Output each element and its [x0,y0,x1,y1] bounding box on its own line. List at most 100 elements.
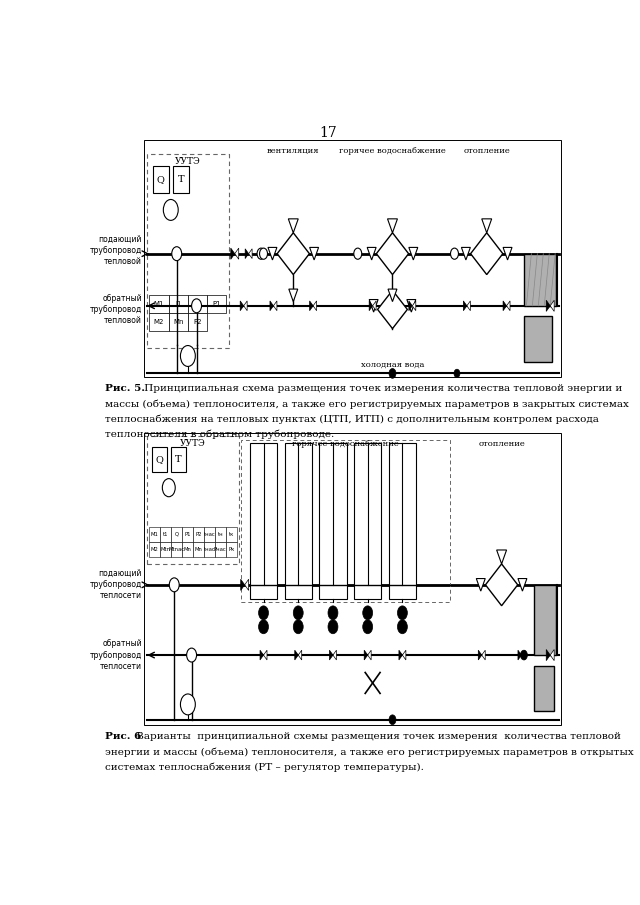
Text: Принципиальная схема размещения точек измерения количества тепловой энергии и: Принципиальная схема размещения точек из… [141,384,622,393]
Polygon shape [364,650,368,660]
Circle shape [328,605,338,620]
Polygon shape [507,301,510,310]
Bar [388,443,416,599]
Polygon shape [388,219,397,233]
Text: M2: M2 [154,319,164,325]
Text: отопление: отопление [463,147,510,155]
Bar [171,527,182,542]
Polygon shape [470,233,503,274]
Text: t1: t1 [163,532,168,537]
Circle shape [293,620,303,634]
Text: подающий
трубопровод
теплосети: подающий трубопровод теплосети [90,569,142,600]
Polygon shape [409,247,418,260]
Text: T: T [175,455,182,464]
Bar [147,436,239,565]
Circle shape [187,648,196,662]
Circle shape [520,650,527,660]
Circle shape [389,368,396,378]
Polygon shape [245,249,249,259]
Text: М1: М1 [154,300,164,307]
Polygon shape [550,300,554,311]
Text: tнас: tнас [204,548,215,552]
Polygon shape [244,301,247,310]
Polygon shape [482,650,485,660]
Circle shape [454,369,460,377]
Circle shape [397,620,408,634]
Text: P1: P1 [212,300,221,307]
Bar [153,166,169,193]
Polygon shape [497,550,507,564]
Polygon shape [503,247,512,260]
Text: системах теплоснабжения (РТ – регулятор температуры).: системах теплоснабжения (РТ – регулятор … [105,763,424,773]
Bar [524,316,552,362]
Polygon shape [388,289,397,301]
Text: Мn: Мn [184,548,191,552]
Text: подающий
трубопровод
тепловой: подающий трубопровод тепловой [90,234,142,266]
Bar [534,665,554,710]
Text: Рнас: Рнас [214,548,227,552]
Text: Варианты  принципиальной схемы размещения точек измерения  количества тепловой: Варианты принципиальной схемы размещения… [133,732,621,741]
Polygon shape [270,301,273,310]
Bar [150,295,169,313]
Polygon shape [264,650,267,660]
Text: вентиляция: вентиляция [267,147,319,155]
Text: обратный
трубопровод
теплосети: обратный трубопровод теплосети [90,640,142,671]
Bar [241,440,449,603]
Text: tн: tн [218,532,223,537]
Polygon shape [231,248,235,259]
Bar [204,527,215,542]
Bar [147,154,229,348]
Polygon shape [467,301,470,310]
Circle shape [451,248,458,259]
Text: Мtn: Мtn [161,548,170,552]
Circle shape [259,620,269,634]
Circle shape [163,199,178,221]
Polygon shape [298,650,301,660]
Text: энергии и массы (объема) теплоносителя, а также его регистрируемых параметров в : энергии и массы (объема) теплоносителя, … [105,748,634,757]
Text: Q: Q [174,532,179,537]
Text: Мtnас: Мtnас [168,548,184,552]
Bar [534,585,556,655]
Polygon shape [249,249,252,259]
Text: Q: Q [157,175,164,184]
Circle shape [389,715,396,725]
Polygon shape [260,650,264,660]
Polygon shape [244,579,249,590]
Bar [524,253,556,306]
Polygon shape [372,301,376,310]
Text: холодная вода: холодная вода [361,360,424,368]
Polygon shape [522,650,525,660]
Polygon shape [333,650,337,660]
Text: М1: М1 [150,532,158,537]
Polygon shape [369,301,372,310]
Text: обратный
трубопровод
тепловой: обратный трубопровод тепловой [90,294,142,325]
Bar [160,542,171,557]
Text: Рк: Рк [228,548,234,552]
Polygon shape [330,650,333,660]
Bar [204,542,215,557]
Circle shape [257,248,265,259]
Polygon shape [369,300,378,312]
Polygon shape [367,247,376,260]
Polygon shape [476,578,485,591]
Text: УУТЭ: УУТЭ [180,439,205,448]
Text: P2: P2 [193,319,202,325]
Polygon shape [310,247,319,260]
Polygon shape [241,579,244,590]
Circle shape [163,479,175,497]
Text: T: T [177,175,184,184]
Bar [188,313,207,331]
Polygon shape [368,650,371,660]
Polygon shape [403,650,406,660]
Bar [173,166,189,193]
Text: теплоносителя в обратном трубопроводе.: теплоносителя в обратном трубопроводе. [105,430,334,439]
Polygon shape [313,301,317,310]
Polygon shape [482,219,492,233]
Bar [152,447,167,472]
Text: Рис. 6: Рис. 6 [105,732,141,741]
Text: теплоснабжения на тепловых пунктах (ЦТП, ИТП) с дополнительным контролем расхода: теплоснабжения на тепловых пунктах (ЦТП,… [105,414,598,424]
Circle shape [260,248,268,259]
Polygon shape [288,219,298,233]
Bar [169,295,188,313]
Bar [250,443,277,599]
